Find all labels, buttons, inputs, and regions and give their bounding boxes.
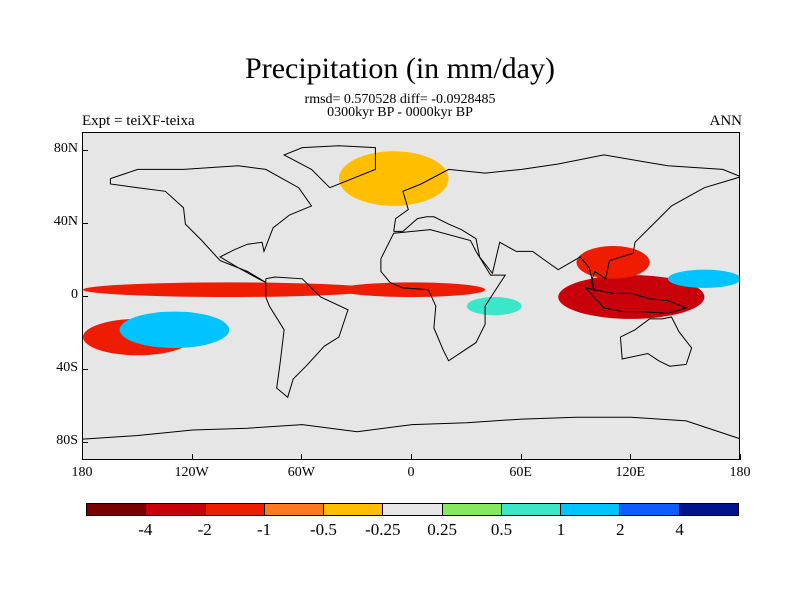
y-tick-mark <box>82 368 88 370</box>
x-tick-label: 180 <box>71 465 93 480</box>
anomaly-region-5 <box>119 311 230 349</box>
x-tick-label: 60W <box>287 465 315 480</box>
colorbar-label: 4 <box>675 520 684 539</box>
y-tick-mark <box>82 223 88 225</box>
colorbar-box <box>501 504 562 515</box>
y-tick-label: 80S <box>56 432 78 448</box>
coastline-2 <box>265 276 349 399</box>
x-tick-label: 120E <box>615 465 646 480</box>
colorbar-box <box>620 504 680 515</box>
colorbar-label: -0.25 <box>365 520 401 539</box>
subtitle: 0300kyr BP - 0000kyr BP <box>327 105 473 120</box>
x-tick-mark <box>82 454 83 460</box>
colorbar-box <box>146 504 206 515</box>
colorbar-label: 0.5 <box>490 520 513 539</box>
coastline-5 <box>619 316 693 367</box>
x-tick-mark <box>411 454 412 460</box>
anomaly-region-0 <box>83 282 376 297</box>
anomaly-region-6 <box>338 151 449 206</box>
coastline-1 <box>282 145 376 189</box>
x-tick-label: 0 <box>407 465 415 480</box>
y-tick-label: 40N <box>53 214 78 230</box>
anomaly-region-2 <box>558 275 705 319</box>
coastline-6 <box>83 416 739 440</box>
x-tick-mark <box>740 454 741 460</box>
x-tick-label: 180 <box>729 465 751 480</box>
coastline-4 <box>393 154 739 292</box>
colorbar <box>86 503 739 516</box>
colorbar-box <box>383 504 443 515</box>
colorbar-label: -1 <box>256 520 272 539</box>
coastline-7 <box>585 287 688 314</box>
colorbar-label: -4 <box>138 520 153 539</box>
colorbar-label: 0.25 <box>427 520 458 539</box>
coastline-3 <box>380 229 507 362</box>
season-label: ANN <box>709 113 743 129</box>
stats-line: rmsd= 0.570528 diff= -0.0928485 <box>304 92 496 107</box>
anomaly-region-1 <box>338 282 486 297</box>
x-tick-mark <box>520 454 522 460</box>
anomaly-region-7 <box>667 269 739 288</box>
y-tick-mark <box>82 296 88 297</box>
colorbar-label: -0.5 <box>309 520 337 539</box>
colorbar-box <box>205 504 265 515</box>
colorbar-box <box>561 504 621 515</box>
colorbar-label: 1 <box>556 520 566 539</box>
experiment-label: Expt = teiXF-teixa <box>82 113 195 129</box>
precipitation-map <box>82 132 740 460</box>
x-tick-label: 60E <box>509 465 532 480</box>
page-title: Precipitation (in mm/day) <box>245 52 555 85</box>
y-tick-label: 80N <box>53 141 78 157</box>
colorbar-label: -2 <box>197 520 212 539</box>
y-tick-label: 40S <box>56 359 78 375</box>
anomaly-region-8 <box>466 297 522 316</box>
x-tick-label: 120W <box>174 465 209 480</box>
colorbar-box <box>679 504 738 515</box>
colorbar-box <box>324 504 384 515</box>
x-tick-mark <box>301 454 303 460</box>
y-tick-mark <box>82 150 88 152</box>
x-tick-mark <box>630 454 632 460</box>
colorbar-label: 2 <box>616 520 625 539</box>
y-tick-label: 0 <box>71 287 78 302</box>
colorbar-box <box>442 504 502 515</box>
coastline-0 <box>109 165 313 283</box>
x-tick-mark <box>191 454 193 460</box>
colorbar-box <box>87 504 147 515</box>
colorbar-box <box>264 504 325 515</box>
y-tick-mark <box>82 441 88 443</box>
anomaly-region-3 <box>576 245 650 279</box>
